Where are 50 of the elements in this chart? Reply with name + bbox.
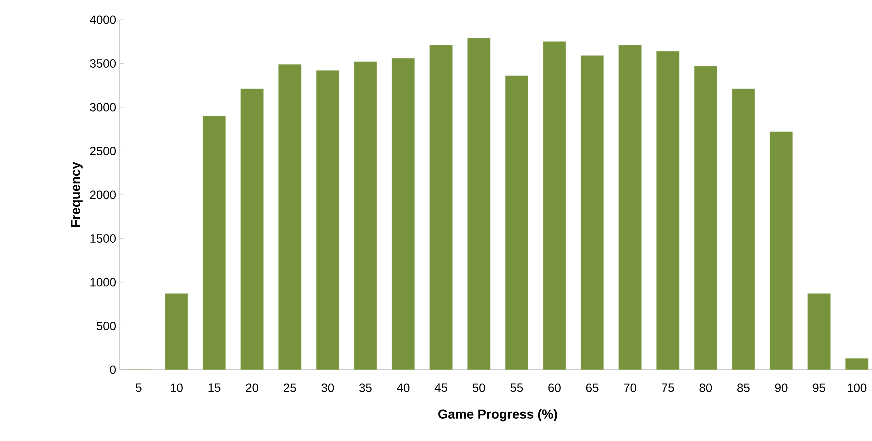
x-tick-label: 25 [284, 384, 296, 392]
x-axis-title: Game Progress (%) [438, 409, 558, 422]
x-tick-label: 5 [136, 384, 142, 392]
x-tick-label: 80 [700, 384, 712, 392]
x-tick-label: 85 [738, 384, 750, 392]
bar [430, 45, 453, 370]
x-tick-label: 65 [586, 384, 599, 392]
bar [165, 294, 188, 370]
bar [543, 42, 566, 370]
x-tick-label: 70 [624, 384, 637, 392]
y-tick-label: 2500 [90, 146, 116, 156]
y-tick-label: 4000 [90, 16, 116, 24]
x-tick-label: 50 [472, 384, 486, 392]
x-tick-label: 30 [322, 384, 334, 392]
x-tick-label: 10 [170, 384, 183, 392]
x-tick-label: 40 [397, 384, 410, 392]
x-tick-label: 75 [662, 384, 674, 392]
y-tick-label: 3500 [90, 60, 116, 68]
x-tick-label: 100 [848, 384, 867, 392]
bar [656, 51, 680, 370]
bar [278, 64, 302, 370]
y-tick-label: 1500 [90, 234, 116, 243]
bar [846, 358, 869, 370]
x-tick-label: 20 [246, 384, 259, 392]
x-tick-label: 95 [813, 384, 826, 392]
bar [505, 76, 528, 370]
bar [202, 116, 226, 370]
x-tick-label: 45 [434, 384, 448, 392]
x-tick-label: 55 [510, 384, 524, 392]
bar [580, 56, 604, 370]
y-axis-title: Frequency [71, 162, 83, 227]
bar [354, 62, 378, 370]
bar [392, 58, 416, 370]
bar [240, 88, 264, 370]
x-tick-label: 90 [775, 384, 788, 392]
y-tick-label: 3000 [90, 103, 116, 112]
bar [468, 38, 491, 370]
x-tick-label: 60 [548, 384, 561, 392]
bar [618, 45, 642, 370]
y-tick-label: 1000 [90, 278, 116, 287]
bar [694, 66, 718, 370]
y-tick-label: 500 [96, 322, 116, 330]
bar [316, 70, 340, 370]
bar [732, 88, 756, 370]
bar [808, 294, 831, 370]
bar [770, 132, 794, 370]
x-tick-label: 35 [359, 384, 372, 392]
y-tick-label: 2000 [90, 190, 116, 200]
x-tick-label: 15 [208, 384, 221, 392]
y-tick-label: 0 [110, 366, 116, 374]
